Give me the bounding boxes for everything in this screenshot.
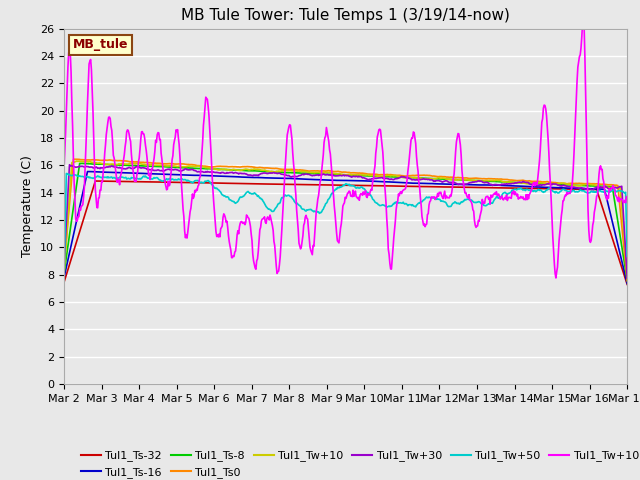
Tul1_Tw+10 (186, 163, 194, 169)
Tul1_Ts-32 (415, 184, 422, 190)
Tul1_Tw+30 (186, 167, 194, 173)
Tul1_Tw+30 (129, 166, 137, 171)
Tul1_Ts0 (216, 163, 224, 169)
Tul1_Tw+10 (60, 271, 68, 276)
Tul1_Ts-16 (623, 281, 631, 287)
Tul1_Ts-32 (186, 180, 194, 185)
Tul1_Ts0 (623, 278, 631, 284)
Tul1_Tw+100 (186, 216, 193, 222)
Line: Tul1_Ts-32: Tul1_Ts-32 (64, 181, 627, 285)
Tul1_Tw+10 (216, 167, 224, 173)
Tul1_Ts-32 (92, 178, 99, 184)
Tul1_Ts-16 (216, 173, 224, 179)
Tul1_Tw+30 (60, 263, 68, 268)
Tul1_Ts0 (129, 159, 137, 165)
Tul1_Ts-8 (623, 278, 631, 284)
Text: MB_tule: MB_tule (72, 38, 128, 51)
Line: Tul1_Ts-8: Tul1_Ts-8 (64, 163, 627, 281)
Tul1_Tw+50 (63, 170, 70, 176)
Tul1_Tw+100 (60, 167, 68, 173)
Tul1_Tw+50 (129, 175, 137, 180)
Tul1_Ts-16 (186, 172, 194, 178)
Tul1_Tw+50 (71, 172, 79, 178)
Tul1_Ts-8 (431, 176, 439, 181)
Tul1_Ts-16 (70, 229, 78, 235)
Title: MB Tule Tower: Tule Temps 1 (3/19/14-now): MB Tule Tower: Tule Temps 1 (3/19/14-now… (181, 9, 510, 24)
Line: Tul1_Tw+50: Tul1_Tw+50 (64, 173, 627, 278)
Tul1_Tw+50 (186, 179, 194, 184)
Tul1_Tw+30 (623, 276, 631, 281)
Tul1_Ts-8 (78, 160, 86, 166)
Tul1_Ts0 (60, 264, 68, 270)
Tul1_Tw+30 (216, 170, 224, 176)
Tul1_Ts0 (431, 173, 439, 179)
Tul1_Ts-32 (60, 279, 68, 285)
Tul1_Tw+100 (70, 181, 78, 187)
Tul1_Tw+30 (415, 177, 422, 182)
Tul1_Ts-8 (129, 163, 137, 168)
Tul1_Ts-32 (216, 180, 224, 186)
Tul1_Tw+50 (415, 200, 422, 206)
Tul1_Ts-8 (186, 165, 194, 171)
Tul1_Tw+100 (579, 17, 587, 23)
Tul1_Tw+100 (128, 160, 136, 166)
Tul1_Tw+10 (623, 273, 631, 279)
Tul1_Ts-8 (70, 199, 78, 205)
Tul1_Tw+50 (431, 196, 439, 202)
Tul1_Ts-8 (216, 167, 224, 172)
Tul1_Tw+30 (66, 162, 74, 168)
Tul1_Ts0 (186, 162, 194, 168)
Tul1_Tw+100 (215, 231, 223, 237)
Line: Tul1_Ts0: Tul1_Ts0 (64, 159, 627, 281)
Line: Tul1_Tw+30: Tul1_Tw+30 (64, 165, 627, 278)
Legend: Tul1_Ts-32, Tul1_Ts-16, Tul1_Ts-8, Tul1_Ts0, Tul1_Tw+10, Tul1_Tw+30, Tul1_Tw+50,: Tul1_Ts-32, Tul1_Ts-16, Tul1_Ts-8, Tul1_… (81, 451, 640, 478)
Tul1_Ts-16 (84, 168, 92, 174)
Line: Tul1_Tw+100: Tul1_Tw+100 (64, 20, 627, 278)
Line: Tul1_Tw+10: Tul1_Tw+10 (64, 161, 627, 276)
Tul1_Ts-16 (60, 275, 68, 280)
Tul1_Ts-32 (623, 282, 631, 288)
Line: Tul1_Ts-16: Tul1_Ts-16 (64, 171, 627, 284)
Tul1_Ts0 (415, 172, 422, 178)
Tul1_Tw+10 (415, 175, 422, 181)
Tul1_Tw+100 (623, 196, 631, 202)
Tul1_Ts-32 (129, 179, 137, 184)
Tul1_Tw+50 (623, 253, 631, 259)
Tul1_Ts-8 (60, 271, 68, 276)
Tul1_Tw+10 (70, 159, 78, 165)
Y-axis label: Temperature (C): Temperature (C) (22, 156, 35, 257)
Tul1_Tw+100 (414, 168, 422, 174)
Tul1_Ts-32 (70, 247, 78, 252)
Tul1_Ts0 (70, 156, 78, 162)
Tul1_Ts-16 (415, 180, 422, 186)
Tul1_Tw+10 (75, 158, 83, 164)
Tul1_Tw+100 (552, 275, 560, 281)
Tul1_Tw+10 (129, 160, 137, 166)
Tul1_Tw+100 (431, 194, 438, 200)
Tul1_Tw+50 (60, 276, 68, 281)
Tul1_Ts-16 (431, 181, 439, 187)
Tul1_Tw+50 (216, 189, 224, 194)
Tul1_Tw+10 (431, 176, 439, 181)
Tul1_Tw+30 (431, 179, 439, 184)
Tul1_Ts0 (71, 156, 79, 162)
Tul1_Ts-16 (129, 170, 137, 176)
Tul1_Tw+30 (71, 164, 79, 170)
Tul1_Ts-8 (415, 175, 422, 181)
Tul1_Ts-32 (431, 184, 439, 190)
